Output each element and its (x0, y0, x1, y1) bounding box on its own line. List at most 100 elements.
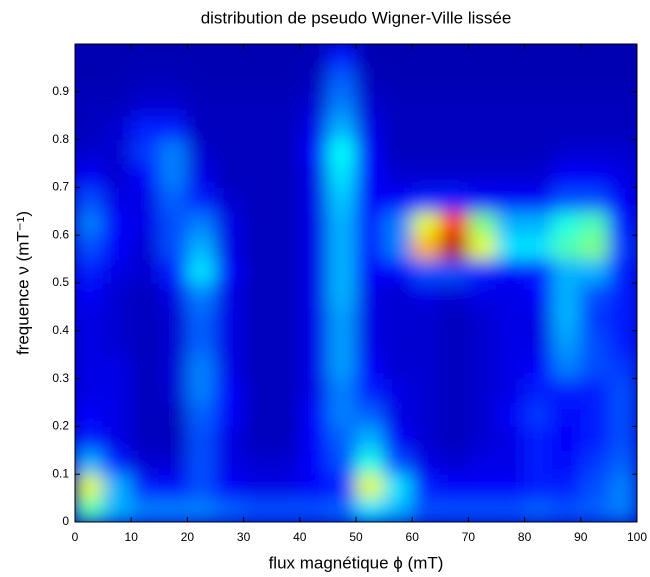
heatmap-cell (75, 425, 104, 451)
heatmap-cell (215, 378, 245, 403)
heatmap-cell (327, 186, 357, 212)
heatmap-cell (524, 449, 554, 475)
heatmap-cell (467, 139, 497, 164)
heatmap-cell (130, 473, 160, 499)
heatmap-cell (186, 306, 216, 332)
heatmap-cell (75, 497, 104, 522)
heatmap-cell (608, 210, 637, 236)
heatmap-cell (102, 44, 132, 69)
heatmap-cell (524, 258, 554, 284)
heatmap-cell (467, 210, 497, 236)
heatmap-cell (186, 402, 216, 427)
heatmap-cell (552, 425, 582, 451)
heatmap-cell (496, 91, 526, 117)
heatmap-cell (327, 139, 357, 164)
heatmap-cell (158, 306, 188, 332)
heatmap-cell (299, 306, 329, 332)
heatmap-cell (439, 282, 469, 308)
heatmap-cell (186, 186, 216, 212)
heatmap-cell (411, 449, 441, 475)
heatmap-cell (383, 282, 413, 308)
heatmap-cell (355, 306, 385, 332)
heatmap-cell (467, 186, 497, 212)
heatmap-cell (102, 139, 132, 164)
heatmap-cell (271, 354, 301, 380)
heatmap-cell (215, 210, 245, 236)
heatmap-cell (580, 378, 610, 403)
x-tick-label: 80 (518, 530, 532, 544)
heatmap-cell (439, 378, 469, 403)
heatmap-cell (608, 425, 637, 451)
heatmap-cell (411, 186, 441, 212)
heatmap-cell (580, 258, 610, 284)
heatmap-cell (552, 91, 582, 117)
heatmap-cell (327, 44, 357, 69)
heatmap-cell (130, 354, 160, 380)
heatmap-cell (75, 234, 104, 260)
heatmap-cell (411, 234, 441, 260)
heatmap-cell (580, 67, 610, 93)
heatmap-cell (383, 306, 413, 332)
heatmap-cell (439, 449, 469, 475)
heatmap-cell (608, 163, 637, 188)
heatmap-cell (608, 139, 637, 164)
heatmap-cell (243, 186, 273, 212)
heatmap-cell (299, 163, 329, 188)
plot-area (75, 44, 637, 522)
heatmap-cell (299, 139, 329, 164)
heatmap-cell (215, 330, 245, 356)
heatmap-cell (215, 163, 245, 188)
heatmap-cell (158, 234, 188, 260)
heatmap-cell (243, 210, 273, 236)
heatmap-cell (215, 473, 245, 499)
heatmap-cell (580, 497, 610, 522)
y-tick-label: 0.7 (52, 180, 69, 194)
heatmap-cell (130, 282, 160, 308)
heatmap-cell (130, 402, 160, 427)
heatmap-cell (75, 330, 104, 356)
heatmap-cell (439, 186, 469, 212)
heatmap-cell (186, 354, 216, 380)
heatmap-cell (439, 67, 469, 93)
heatmap-cell (102, 115, 132, 141)
heatmap-cell (383, 497, 413, 522)
heatmap-cell (355, 330, 385, 356)
heatmap-cell (552, 306, 582, 332)
heatmap-cell (355, 234, 385, 260)
heatmap-cell (524, 115, 554, 141)
heatmap-cell (383, 234, 413, 260)
heatmap-cell (299, 473, 329, 499)
heatmap-cell (158, 473, 188, 499)
heatmap-cell (271, 282, 301, 308)
heatmap-cell (186, 234, 216, 260)
heatmap-cell (243, 163, 273, 188)
heatmap-cell (355, 497, 385, 522)
x-tick-label: 70 (462, 530, 476, 544)
heatmap-cell (102, 67, 132, 93)
heatmap-cell (580, 186, 610, 212)
heatmap-cell (299, 425, 329, 451)
heatmap-cell (580, 473, 610, 499)
heatmap-cell (130, 67, 160, 93)
heatmap-cell (524, 402, 554, 427)
heatmap-cell (524, 186, 554, 212)
heatmap-cell (75, 210, 104, 236)
x-tick-label: 30 (237, 530, 251, 544)
heatmap-cell (383, 139, 413, 164)
heatmap-cell (496, 234, 526, 260)
heatmap-cell (158, 163, 188, 188)
heatmap-cell (524, 425, 554, 451)
heatmap-cell (411, 378, 441, 403)
heatmap-cell (496, 282, 526, 308)
heatmap-cell (439, 258, 469, 284)
y-tick-label: 0.2 (52, 419, 69, 433)
heatmap-cell (130, 44, 160, 69)
heatmap-cell (439, 425, 469, 451)
heatmap-cell (439, 402, 469, 427)
heatmap-cell (439, 497, 469, 522)
heatmap-cell (130, 139, 160, 164)
heatmap-cell (383, 425, 413, 451)
heatmap-cell (355, 163, 385, 188)
heatmap-cell (102, 163, 132, 188)
heatmap-cell (158, 115, 188, 141)
